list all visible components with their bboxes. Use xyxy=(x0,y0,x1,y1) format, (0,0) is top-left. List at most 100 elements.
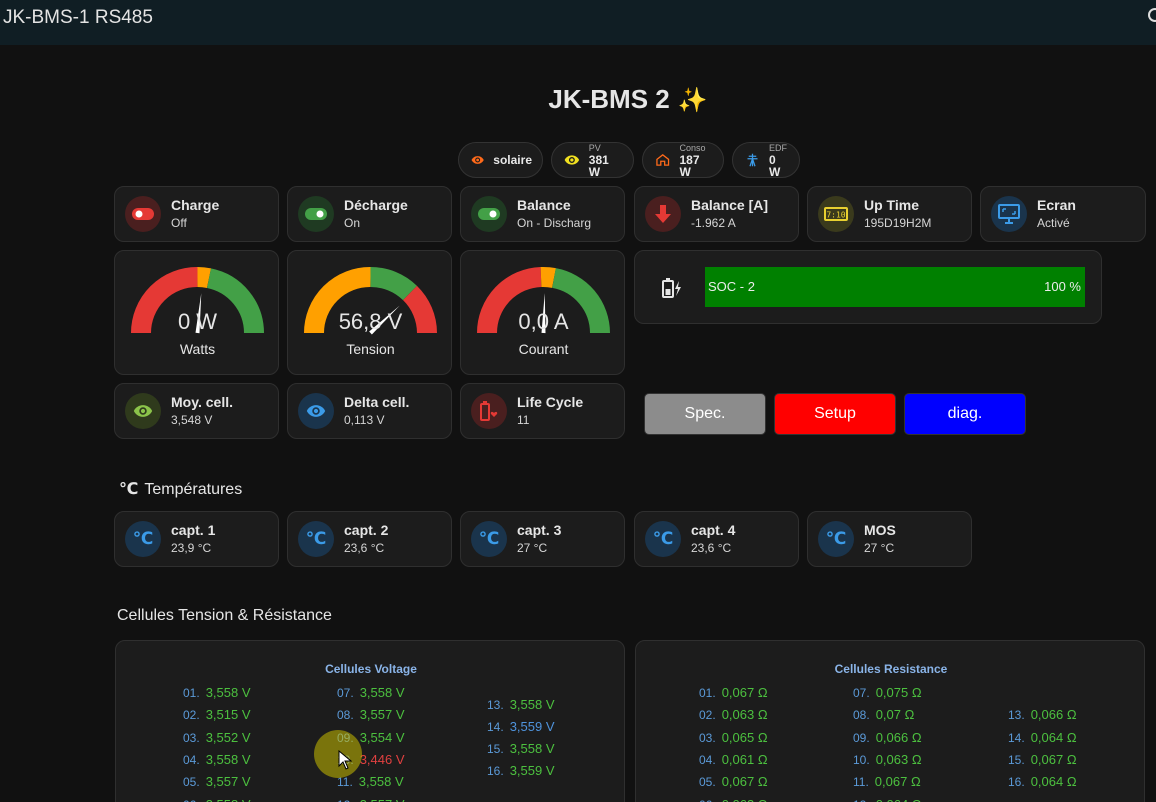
soc-percent: 100 % xyxy=(1044,279,1081,294)
setup-button[interactable]: Setup xyxy=(774,393,896,435)
gauge-courant[interactable]: 0,0 A Courant xyxy=(460,250,625,375)
cell-value: 0,063 Ω xyxy=(722,797,768,802)
overflow-menu-icon[interactable] xyxy=(1148,8,1156,22)
tile-moy-cell[interactable]: Moy. cell. 3,548 V xyxy=(114,383,279,439)
chip-conso[interactable]: Conso 187 W xyxy=(642,142,724,178)
cell-value: 0,067 Ω xyxy=(721,774,768,789)
thermometer-icon: ℃ xyxy=(125,521,161,557)
cell-resistance-1: 01. 0,067 Ω xyxy=(699,685,768,700)
eye-icon xyxy=(564,155,580,165)
cell-resistance-6: 06. 0,063 Ω xyxy=(699,797,768,802)
cell-voltage-13: 13. 3,558 V xyxy=(487,697,555,712)
temp-sensor-3[interactable]: ℃ capt. 3 27 °C xyxy=(460,511,625,567)
temp-sensor-1[interactable]: ℃ capt. 1 23,9 °C xyxy=(114,511,279,567)
cell-value: 0,065 Ω xyxy=(721,730,768,745)
cell-resistance-7: 07. 0,075 Ω xyxy=(853,685,922,700)
cell-voltage-2: 02. 3,515 V xyxy=(183,707,251,722)
gauge-needle xyxy=(195,293,202,334)
cell-value: 0,067 Ω xyxy=(1030,752,1077,767)
chip-small-label: PV xyxy=(588,143,601,153)
cell-voltage-3: 03. 3,552 V xyxy=(183,730,251,745)
tile-name: MOS xyxy=(864,522,896,538)
cell-number: 02. xyxy=(699,708,716,722)
soc-card[interactable]: SOC - 2 100 % xyxy=(634,250,1102,324)
cell-voltage-12: 12. 3,557 V xyxy=(337,797,405,802)
tile-state: 23,6 °C xyxy=(344,541,385,555)
temp-sensor-mos[interactable]: ℃ MOS 27 °C xyxy=(807,511,972,567)
cells-section-title: Cellules Tension & Résistance xyxy=(117,607,332,624)
cell-value: 0,064 Ω xyxy=(1030,730,1077,745)
toggle-on-icon xyxy=(298,196,334,232)
cell-number: 12. xyxy=(337,798,354,802)
cell-number: 11. xyxy=(337,775,353,789)
tile-state: On - Discharg xyxy=(517,216,592,230)
cell-value: 3,557 V xyxy=(205,774,251,789)
tile-state: 195D19H2M xyxy=(864,216,932,230)
temp-sensor-4[interactable]: ℃ capt. 4 23,6 °C xyxy=(634,511,799,567)
toggle-off-icon xyxy=(125,196,161,232)
cell-number: 07. xyxy=(337,686,354,700)
cell-voltage-11: 11. 3,558 V xyxy=(337,774,404,789)
tile-balance-current[interactable]: Balance [A] -1.962 A xyxy=(634,186,799,242)
cell-resistance-2: 02. 0,063 Ω xyxy=(699,707,768,722)
thermometer-icon: ℃ xyxy=(818,521,854,557)
chip-small-label: EDF xyxy=(769,143,787,153)
tile-uptime[interactable]: 7:10 Up Time 195D19H2M xyxy=(807,186,972,242)
cell-number: 14. xyxy=(1008,731,1025,745)
cell-number: 15. xyxy=(1008,753,1025,767)
gauge-tension[interactable]: 56,8 V Tension xyxy=(287,250,452,375)
cell-value: 0,067 Ω xyxy=(721,685,768,700)
cell-resistance-4: 04. 0,061 Ω xyxy=(699,752,768,767)
soc-label: SOC - 2 xyxy=(708,279,755,294)
cell-number: 11. xyxy=(853,775,869,789)
thermometer-icon: ℃ xyxy=(298,521,334,557)
monitor-icon xyxy=(991,196,1027,232)
gauge-value: 0 W xyxy=(177,309,218,334)
cell-number: 13. xyxy=(1008,708,1025,722)
cell-resistance-14: 14. 0,064 Ω xyxy=(1008,730,1077,745)
tile-name: Moy. cell. xyxy=(171,394,233,410)
cursor-highlight xyxy=(314,730,362,778)
cell-value: 3,446 V xyxy=(359,752,405,767)
tile-state: 11 xyxy=(517,413,530,427)
tile-life-cycle[interactable]: Life Cycle 11 xyxy=(460,383,625,439)
gauge-label: Watts xyxy=(179,341,216,357)
cell-resistance-13: 13. 0,066 Ω xyxy=(1008,707,1077,722)
cell-value: 3,559 V xyxy=(509,763,555,778)
tile-state: 23,9 °C xyxy=(171,541,212,555)
diag-button[interactable]: diag. xyxy=(904,393,1026,435)
chip-edf[interactable]: EDF 0 W xyxy=(732,142,800,178)
eye-icon xyxy=(298,393,334,429)
cell-voltage-7: 07. 3,558 V xyxy=(337,685,405,700)
cell-value: 3,558 V xyxy=(509,741,555,756)
tile-state: 0,113 V xyxy=(344,413,385,427)
cell-value: 0,066 Ω xyxy=(1030,707,1077,722)
chip-solaire[interactable]: solaire xyxy=(458,142,543,178)
tile-charge[interactable]: Charge Off xyxy=(114,186,279,242)
cell-resistance-10: 10. 0,063 Ω xyxy=(853,752,922,767)
spec-button[interactable]: Spec. xyxy=(644,393,766,435)
cell-value: 0,064 Ω xyxy=(876,797,922,802)
cell-voltage-14: 14. 3,559 V xyxy=(487,719,555,734)
cell-number: 10. xyxy=(853,753,870,767)
tile-balance[interactable]: Balance On - Discharg xyxy=(460,186,625,242)
gauge-watts[interactable]: 0 W Watts xyxy=(114,250,279,375)
temp-sensor-2[interactable]: ℃ capt. 2 23,6 °C xyxy=(287,511,452,567)
gauge-needle xyxy=(369,305,400,335)
chip-pv[interactable]: PV 381 W xyxy=(551,142,634,178)
cell-voltage-16: 16. 3,559 V xyxy=(487,763,555,778)
cell-value: 3,558 V xyxy=(509,697,555,712)
chip-value: 187 W xyxy=(679,153,700,179)
cell-value: 3,558 V xyxy=(205,685,251,700)
tile-name: Delta cell. xyxy=(344,394,410,410)
cell-resistance-11: 11. 0,067 Ω xyxy=(853,774,921,789)
tile-delta-cell[interactable]: Delta cell. 0,113 V xyxy=(287,383,452,439)
tile-state: Activé xyxy=(1037,216,1070,230)
tile-ecran[interactable]: Ecran Activé xyxy=(980,186,1146,242)
cell-voltage-4: 04. 3,558 V xyxy=(183,752,251,767)
tile-decharge[interactable]: Décharge On xyxy=(287,186,452,242)
gauge-label: Courant xyxy=(518,341,569,357)
cell-value: 0,07 Ω xyxy=(875,707,915,722)
cell-number: 02. xyxy=(183,708,200,722)
cell-resistance-12: 12. 0,064 Ω xyxy=(853,797,922,802)
